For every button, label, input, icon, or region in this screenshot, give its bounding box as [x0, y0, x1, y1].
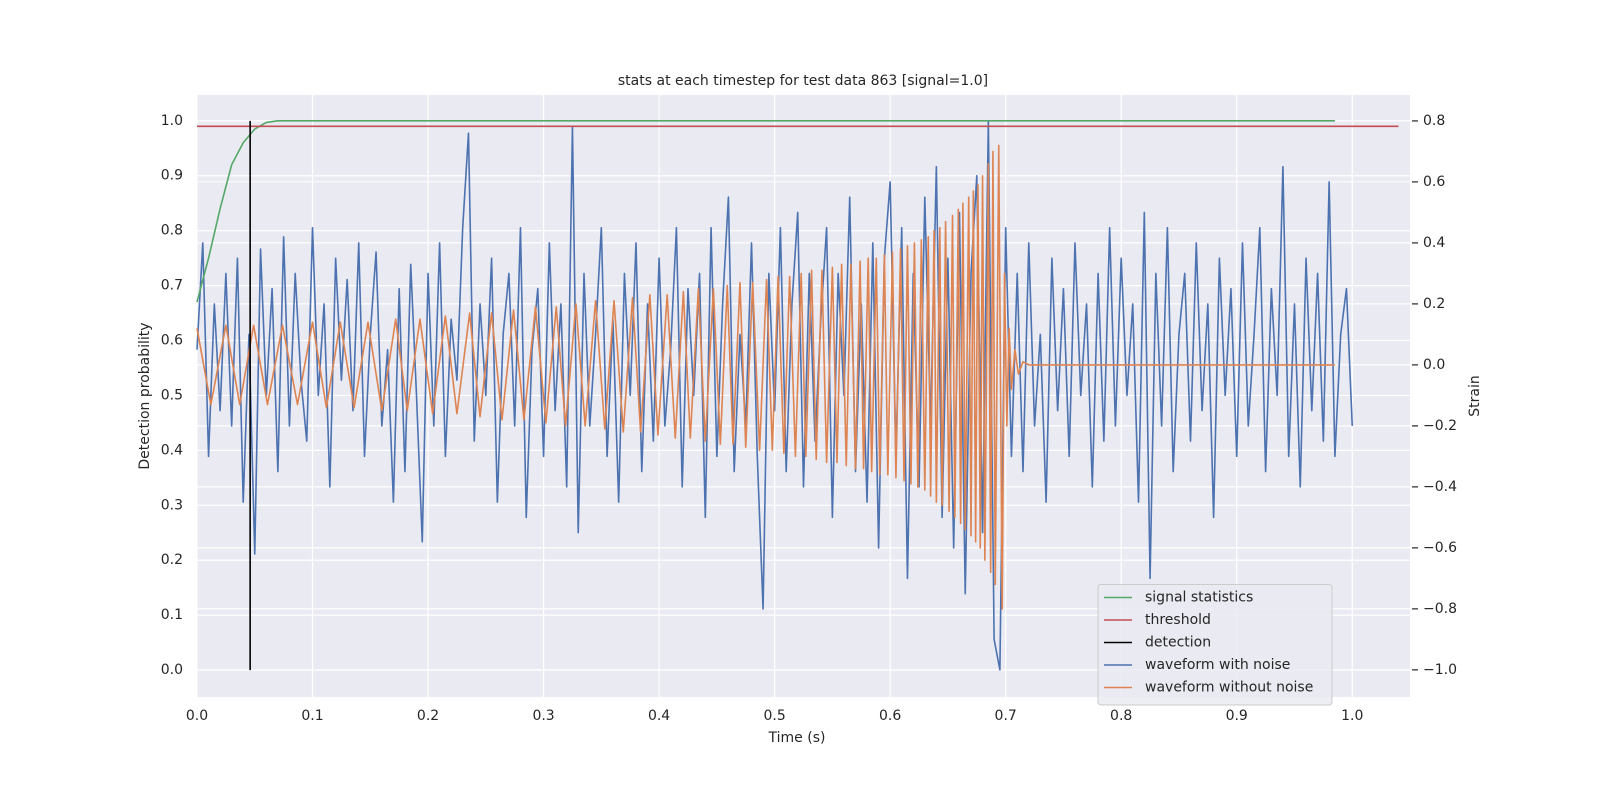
x-tick-label: 0.2	[417, 708, 439, 724]
y-tick-label: 0.1	[161, 607, 183, 623]
y-tick-label: 0.5	[161, 387, 183, 403]
x-tick-label: 0.7	[995, 708, 1017, 724]
x-axis-label: Time (s)	[768, 730, 826, 746]
x-tick-label: 1.0	[1341, 708, 1363, 724]
y-tick-label: 0.6	[161, 333, 183, 349]
x-tick-label: 0.1	[301, 708, 323, 724]
x-tick-label: 0.5	[763, 708, 785, 724]
x-tick-label: 0.4	[648, 708, 670, 724]
series-line	[196, 144, 1335, 610]
x-tick-label: 0.9	[1226, 708, 1248, 724]
legend-label: waveform without noise	[1145, 680, 1313, 696]
y-tick-label: 0.3	[161, 497, 183, 513]
y2-tick-label: 0.0	[1423, 357, 1445, 373]
legend-label: waveform with noise	[1145, 657, 1290, 673]
legend-label: signal statistics	[1145, 590, 1253, 606]
y2-tick-label: 0.2	[1423, 296, 1445, 312]
legend-box	[1097, 584, 1333, 706]
y2-tick-label: −0.8	[1423, 601, 1457, 617]
y2-tick-label: 0.6	[1423, 174, 1445, 190]
y-tick-label: 1.0	[161, 113, 183, 129]
y-tick-label: 0.7	[161, 278, 183, 294]
y-tick-label: 0.4	[161, 442, 183, 458]
y-axis-label: Detection probability	[137, 322, 153, 469]
x-tick-label: 0.8	[1110, 708, 1132, 724]
y2-axis-label: Strain	[1467, 375, 1483, 416]
y-tick-label: 0.8	[161, 223, 183, 239]
legend-label: threshold	[1145, 612, 1211, 628]
y2-tick-label: 0.8	[1423, 113, 1445, 129]
y2-tick-label: −0.2	[1423, 418, 1457, 434]
y-tick-label: 0.0	[161, 662, 183, 678]
series-line	[196, 120, 1335, 303]
chart-title: stats at each timestep for test data 863…	[618, 73, 988, 89]
y2-tick-label: −1.0	[1423, 662, 1457, 678]
legend-label: detection	[1145, 635, 1211, 651]
x-tick-label: 0.3	[532, 708, 554, 724]
x-tick-label: 0.6	[879, 708, 901, 724]
series-line	[196, 120, 1354, 671]
y-tick-label: 0.2	[161, 552, 183, 568]
y2-tick-label: 0.4	[1423, 235, 1445, 251]
x-tick-label: 0.0	[186, 708, 208, 724]
y2-tick-label: −0.4	[1423, 479, 1457, 495]
y2-tick-label: −0.6	[1423, 540, 1457, 556]
y-tick-label: 0.9	[161, 168, 183, 184]
